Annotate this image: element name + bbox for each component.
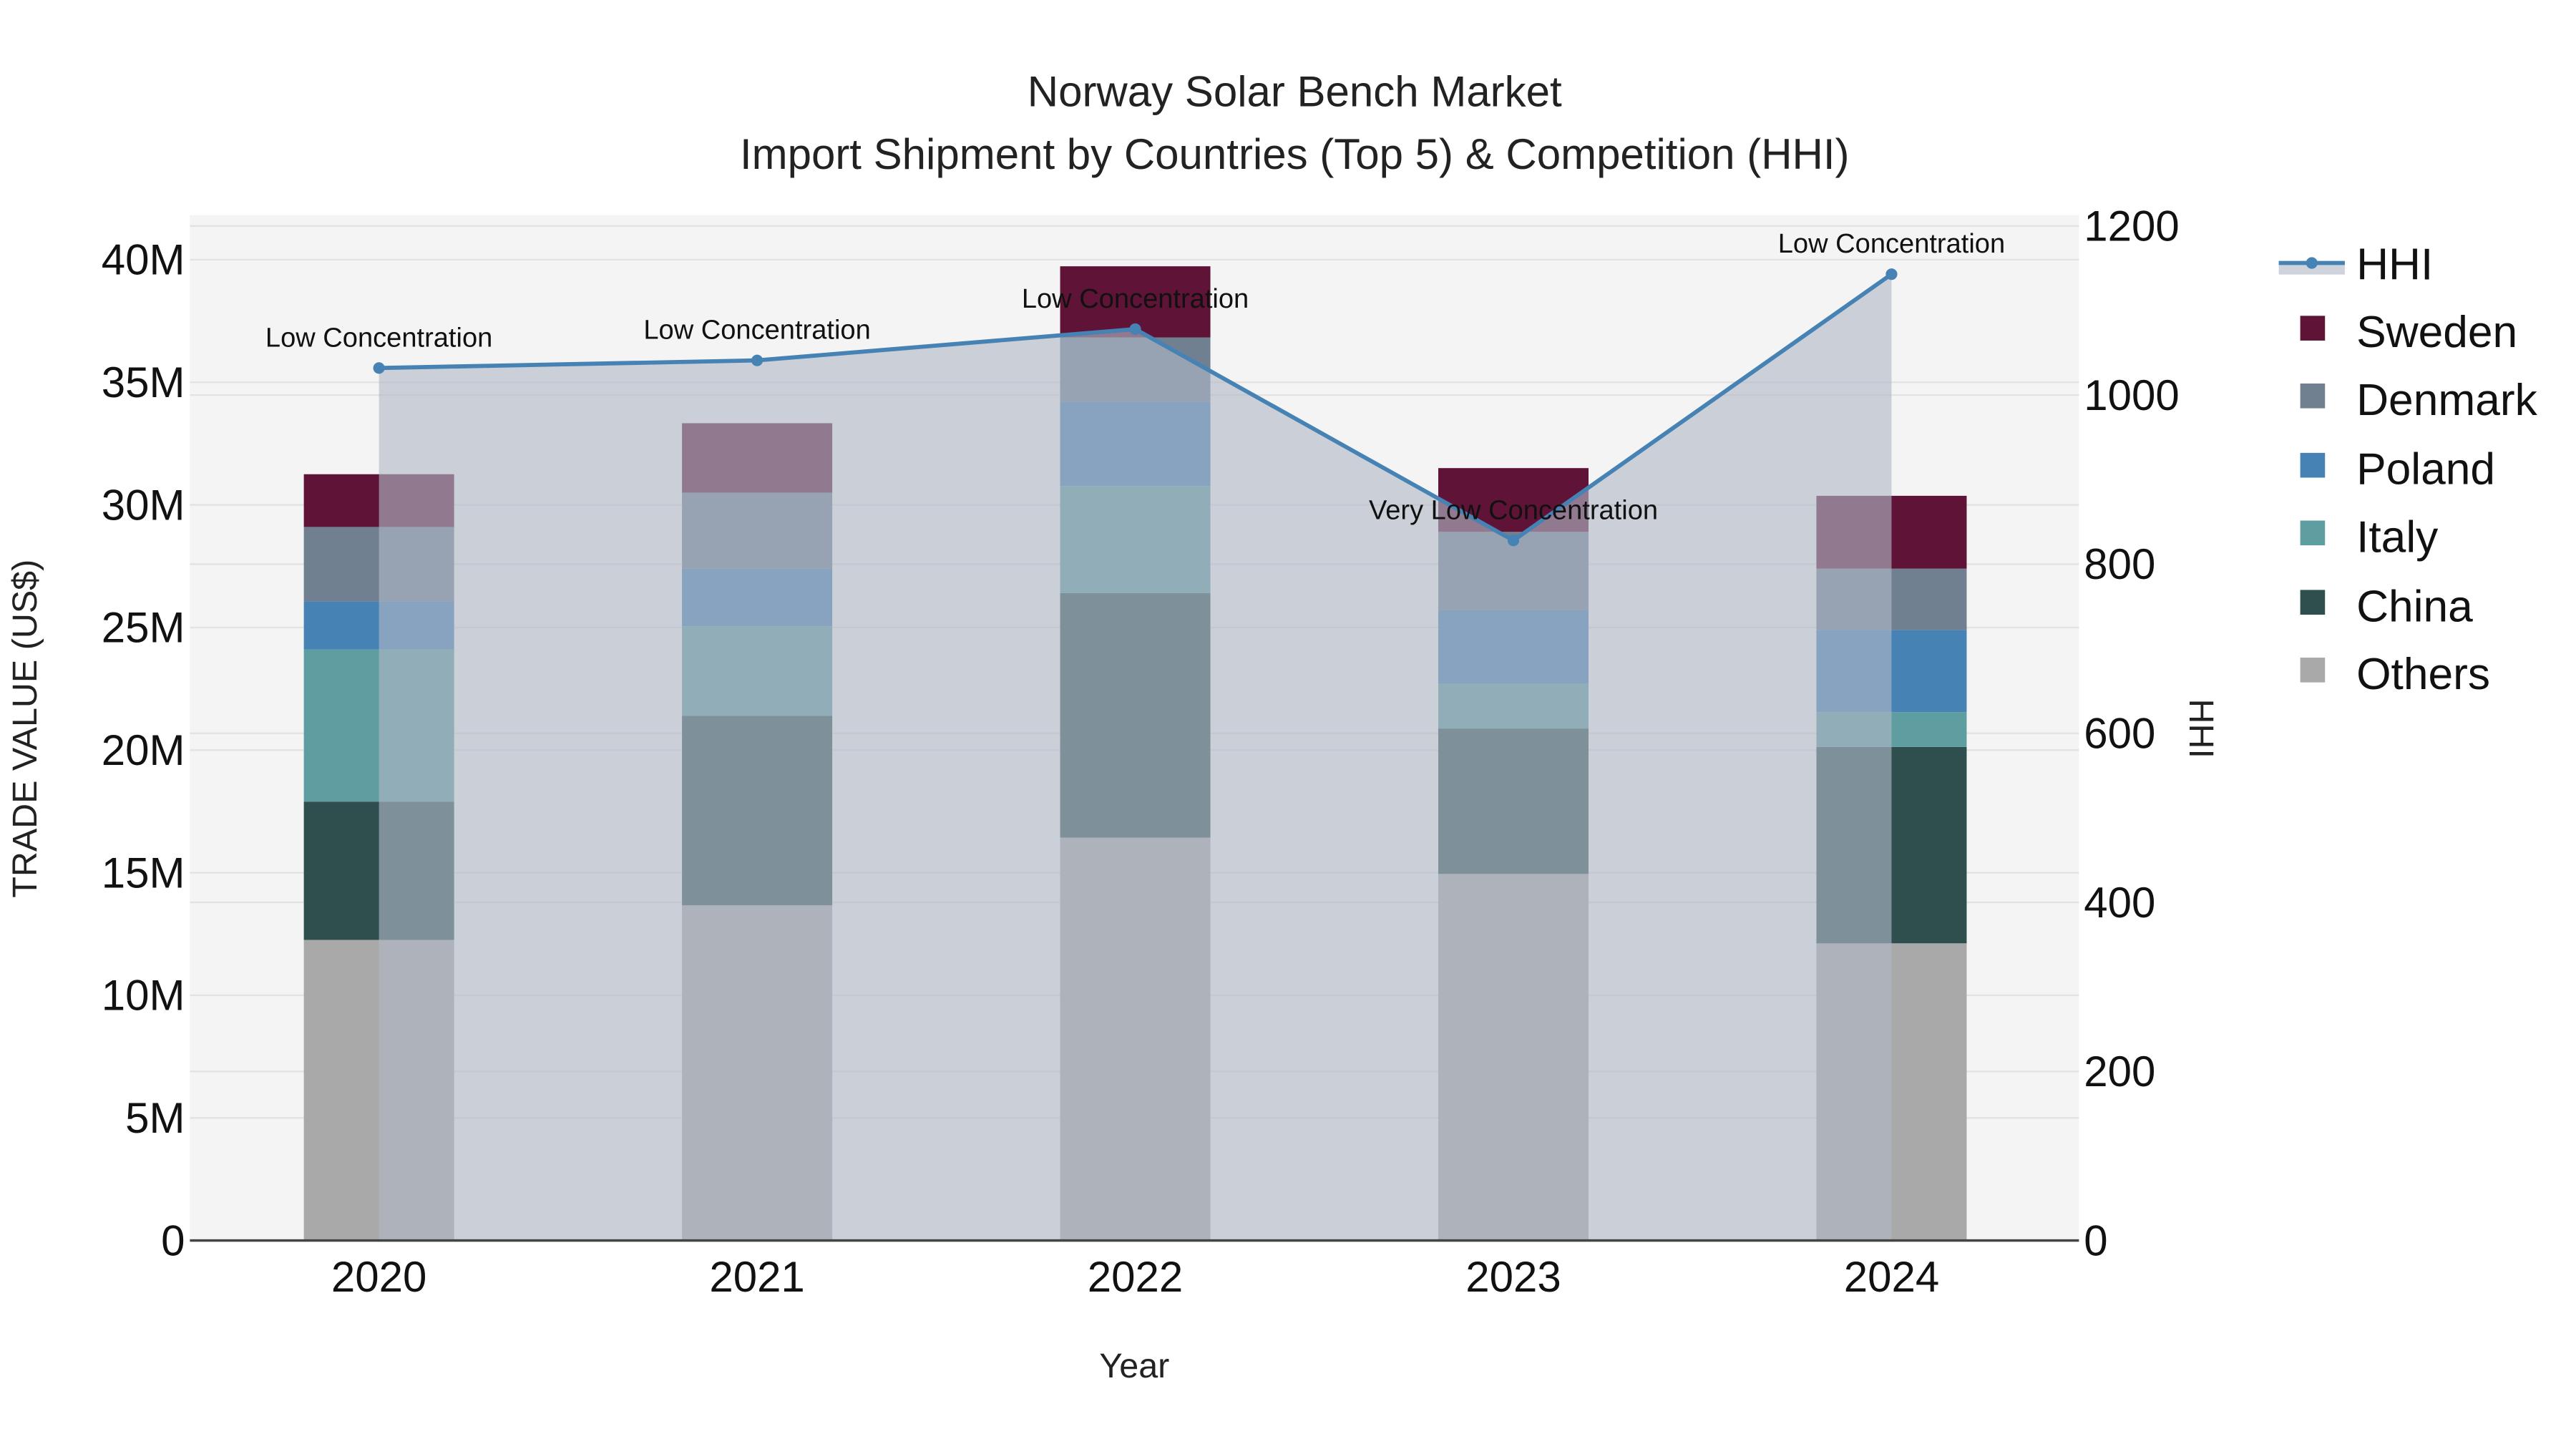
- right-y-tick-label: 400: [2084, 879, 2155, 927]
- legend-item-hhi[interactable]: HHI: [2278, 240, 2434, 290]
- legend: HHI Sweden Denmark Poland Italy China: [2278, 240, 2538, 699]
- hhi-marker[interactable]: [1129, 323, 1141, 336]
- hhi-annotation: Low Concentration: [643, 316, 870, 346]
- left-y-axis-title: TRADE VALUE (US$): [6, 560, 44, 898]
- legend-item-sweden[interactable]: Sweden: [2300, 308, 2518, 357]
- hhi-annotations: Low Concentration Low Concentration Low Co…: [265, 229, 2005, 525]
- x-tick-label: 2022: [1088, 1253, 1183, 1301]
- legend-label-italy: Italy: [2356, 512, 2439, 562]
- x-axis-ticks: 2020 2021 2022 2023 2024: [331, 1253, 1939, 1301]
- left-y-tick-label: 35M: [102, 358, 185, 406]
- legend-label-hhi: HHI: [2356, 240, 2433, 290]
- italy-swatch-icon: [2300, 520, 2326, 546]
- x-axis-title: Year: [1099, 1347, 1169, 1385]
- right-y-tick-label: 1000: [2084, 371, 2179, 419]
- left-y-tick-label: 20M: [102, 726, 185, 774]
- hhi-marker[interactable]: [1507, 535, 1520, 547]
- legend-label-denmark: Denmark: [2356, 376, 2538, 425]
- poland-swatch-icon: [2300, 452, 2326, 478]
- legend-label-others: Others: [2356, 650, 2490, 699]
- hhi-marker-icon: [2306, 257, 2318, 269]
- chart-title-line-2: Import Shipment by Countries (Top 5) & C…: [740, 130, 1850, 178]
- hhi-marker[interactable]: [1885, 268, 1898, 280]
- hhi-annotation: Very Low Concentration: [1369, 495, 1658, 525]
- right-y-tick-label: 1200: [2084, 203, 2179, 250]
- sweden-swatch-icon: [2300, 316, 2326, 341]
- left-y-tick-label: 25M: [102, 604, 185, 652]
- hhi-annotation: Low Concentration: [1022, 284, 1249, 314]
- legend-item-others[interactable]: Others: [2300, 650, 2490, 699]
- hhi-annotation: Low Concentration: [265, 323, 492, 353]
- legend-item-italy[interactable]: Italy: [2300, 512, 2439, 562]
- chart-title-line-1: Norway Solar Bench Market: [1028, 67, 1562, 115]
- right-y-axis-ticks: 0 200 400 600 800 1000 1200: [2084, 203, 2179, 1265]
- x-tick-label: 2024: [1844, 1253, 1939, 1301]
- hhi-marker[interactable]: [373, 362, 385, 374]
- china-swatch-icon: [2300, 590, 2326, 615]
- right-y-tick-label: 800: [2084, 540, 2155, 588]
- legend-item-denmark[interactable]: Denmark: [2300, 376, 2538, 425]
- legend-item-china[interactable]: China: [2300, 582, 2474, 631]
- left-y-tick-label: 0: [161, 1216, 185, 1264]
- denmark-swatch-icon: [2300, 383, 2326, 409]
- others-swatch-icon: [2300, 658, 2326, 683]
- x-tick-label: 2021: [709, 1253, 804, 1301]
- left-y-tick-label: 10M: [102, 972, 185, 1020]
- hhi-area-fill: [379, 274, 1892, 1241]
- left-y-tick-label: 40M: [102, 236, 185, 284]
- right-y-tick-label: 0: [2084, 1216, 2107, 1264]
- left-y-tick-label: 5M: [125, 1094, 185, 1142]
- legend-label-poland: Poland: [2356, 445, 2495, 494]
- legend-label-sweden: Sweden: [2356, 308, 2517, 357]
- hhi-marker[interactable]: [751, 354, 763, 366]
- left-y-tick-label: 30M: [102, 481, 185, 529]
- hhi-annotation: Low Concentration: [1778, 229, 2005, 259]
- right-y-tick-label: 200: [2084, 1048, 2155, 1096]
- hhi-line: [373, 268, 1898, 1241]
- right-y-tick-label: 600: [2084, 710, 2155, 758]
- x-tick-label: 2020: [331, 1253, 426, 1301]
- x-tick-label: 2023: [1465, 1253, 1561, 1301]
- legend-label-china: China: [2356, 582, 2473, 631]
- left-y-axis-ticks: 0 5M 10M 15M 20M 25M 30M 35M 40M: [102, 236, 185, 1265]
- legend-item-poland[interactable]: Poland: [2300, 445, 2495, 494]
- left-y-tick-label: 15M: [102, 849, 185, 897]
- right-y-axis-title: HHI: [2182, 699, 2220, 758]
